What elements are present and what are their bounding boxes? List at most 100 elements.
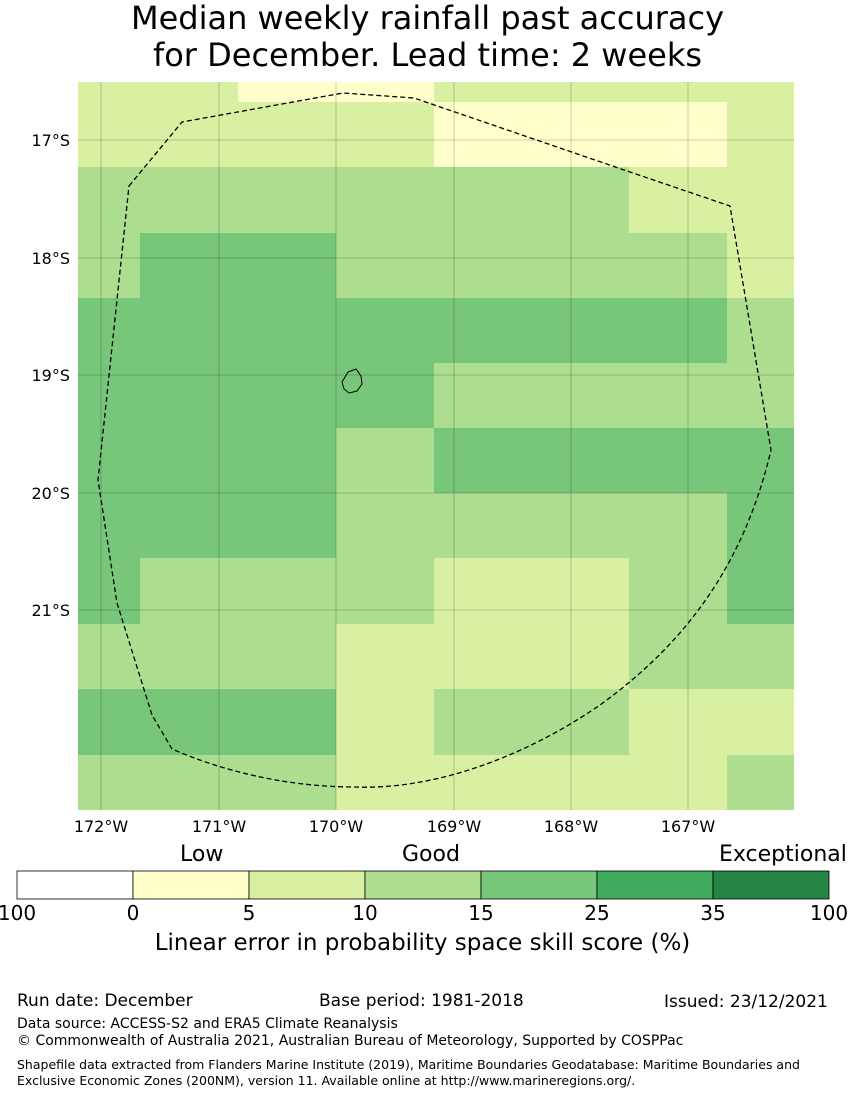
tick-6: 35 <box>700 901 726 925</box>
grid-cell <box>140 689 238 755</box>
grid-cell <box>140 167 238 233</box>
grid-cell <box>238 493 336 558</box>
grid-cell <box>727 102 794 167</box>
colorbar-label: Linear error in probability space skill … <box>154 930 691 956</box>
eez-boundary <box>97 92 772 788</box>
category-low: Low <box>180 842 224 867</box>
grid-cell <box>727 558 794 624</box>
grid-cell <box>78 558 140 624</box>
grid-cell <box>140 102 238 167</box>
grid-cell <box>434 102 531 167</box>
colorbar-segment <box>480 870 598 900</box>
grid-cell <box>727 755 794 810</box>
tick-7: 100 <box>809 901 849 925</box>
category-good: Good <box>402 842 460 867</box>
grid-cell <box>238 558 336 624</box>
grid-cell <box>531 233 629 298</box>
grid-cell <box>434 755 531 810</box>
grid-cell <box>336 689 434 755</box>
grid-cell <box>531 558 629 624</box>
grid-cell <box>336 558 434 624</box>
grid-cell <box>531 167 629 233</box>
tick-5: 25 <box>584 901 610 925</box>
grid-cell <box>238 298 336 363</box>
grid-cell <box>140 624 238 689</box>
longitude-label: 171°W <box>192 817 247 836</box>
grid-cell <box>629 558 727 624</box>
grid-cell <box>434 428 531 493</box>
run-date: Run date: December <box>17 991 193 1011</box>
grid-cell <box>434 363 531 428</box>
grid-cell <box>434 493 531 558</box>
grid-cell <box>434 558 531 624</box>
colorbar <box>16 870 830 900</box>
grid-cell <box>727 167 794 233</box>
grid-cell <box>727 428 794 493</box>
grid-cell <box>336 298 434 363</box>
copyright: © Commonwealth of Australia 2021, Austra… <box>17 1033 684 1049</box>
grid-cell <box>336 428 434 493</box>
category-exceptional: Exceptional <box>719 842 847 867</box>
grid-cell <box>78 298 140 363</box>
latitude-label: 17°S <box>31 131 70 150</box>
grid-cell <box>629 493 727 558</box>
colorbar-segment <box>364 870 482 900</box>
grid-cell <box>531 298 629 363</box>
grid-cell <box>336 493 434 558</box>
colorbar-segment <box>132 870 250 900</box>
grid-cell <box>629 82 727 102</box>
tick-4: 15 <box>468 901 494 925</box>
colorbar-segment <box>712 870 830 900</box>
grid-cell <box>629 363 727 428</box>
tick-3: 10 <box>352 901 378 925</box>
grid-cell <box>140 428 238 493</box>
grid-cell <box>238 102 336 167</box>
grid-cell <box>140 558 238 624</box>
latitude-label: 21°S <box>31 601 70 620</box>
grid-cell <box>531 363 629 428</box>
gridlines <box>78 82 794 810</box>
grid-cell <box>78 167 140 233</box>
grid-cell <box>336 82 434 102</box>
grid-cell <box>727 363 794 428</box>
grid-cell <box>629 298 727 363</box>
longitude-label: 167°W <box>661 817 716 836</box>
tick-0: 100 <box>0 901 37 925</box>
grid-cell <box>727 624 794 689</box>
map-title: Median weekly rainfall past accuracy for… <box>0 0 855 74</box>
grid-cell <box>238 82 336 102</box>
grid-cell <box>629 428 727 493</box>
grid-cell <box>336 102 434 167</box>
shapefile-credit: Shapefile data extracted from Flanders M… <box>17 1057 800 1088</box>
grid-cell <box>531 82 629 102</box>
latitude-label: 19°S <box>31 366 70 385</box>
grid-cell <box>434 167 531 233</box>
grid-cell <box>531 624 629 689</box>
grid-cell <box>140 363 238 428</box>
grid-cell <box>140 298 238 363</box>
grid-cell <box>238 363 336 428</box>
grid-cell <box>78 102 140 167</box>
grid-cell <box>78 363 140 428</box>
grid-cell <box>434 82 531 102</box>
grid-cell <box>336 363 434 428</box>
grid-cell <box>238 428 336 493</box>
longitude-label: 168°W <box>544 817 599 836</box>
grid-cell <box>531 755 629 810</box>
grid-cell <box>78 689 140 755</box>
grid-cell <box>434 298 531 363</box>
grid-cell <box>531 102 629 167</box>
grid-cell <box>727 82 794 102</box>
grid-cell <box>629 167 727 233</box>
grid-cell <box>336 167 434 233</box>
grid-cell <box>629 755 727 810</box>
grid-cell <box>727 298 794 363</box>
longitude-label: 172°W <box>74 817 129 836</box>
grid-cell <box>629 624 727 689</box>
tick-1: 0 <box>126 901 140 925</box>
grid-cell <box>78 755 140 810</box>
grid-cell <box>140 755 238 810</box>
colorbar-segment <box>596 870 714 900</box>
title-line-1: Median weekly rainfall past accuracy <box>130 0 725 37</box>
grid-cell <box>531 428 629 493</box>
